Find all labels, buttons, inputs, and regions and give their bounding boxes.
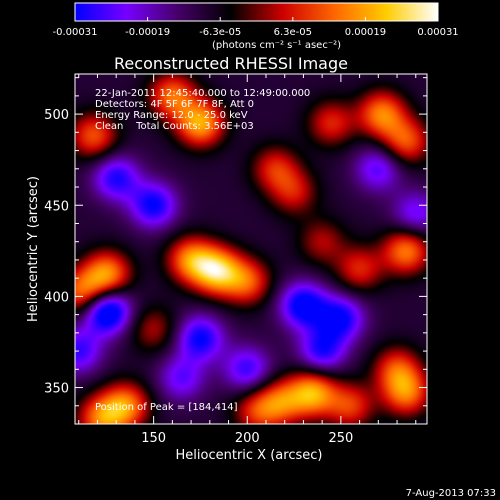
plot-frame bbox=[74, 73, 428, 425]
energy-annotation: Energy Range: 12.0 - 25.0 keV bbox=[95, 110, 248, 121]
time-range-annotation: 22-Jan-2011 12:45:40.000 to 12:49:00.000 bbox=[95, 88, 310, 99]
y-tick-label: 350 bbox=[44, 382, 69, 397]
colorbar-tick-label: -0.00019 bbox=[125, 27, 170, 38]
y-axis: 350 400 450 500 bbox=[44, 77, 427, 407]
colorbar-tick-label: 0.00031 bbox=[417, 27, 458, 38]
colorbar-gradient bbox=[74, 2, 439, 22]
y-tick-label: 450 bbox=[44, 199, 69, 214]
y-tick-label: 400 bbox=[44, 290, 69, 305]
detectors-annotation: Detectors: 4F 5F 6F 7F 8F, Att 0 bbox=[95, 99, 254, 110]
colorbar-tick-label: -0.00031 bbox=[53, 27, 98, 38]
x-tick-label: 250 bbox=[328, 431, 353, 446]
x-axis-label: Heliocentric X (arcsec) bbox=[176, 448, 323, 463]
colorbar-ticks: -0.00031 -0.00019 -6.3e-05 6.3e-05 0.00019 0.… bbox=[53, 17, 459, 38]
heatmap-plot: 22-Jan-2011 12:45:40.000 to 12:49:00.000… bbox=[44, 73, 428, 446]
footer-date: 7-Aug-2013 07:33 bbox=[406, 488, 496, 499]
colorbar-tick-label: 0.00019 bbox=[345, 27, 386, 38]
chart-title: Reconstructed RHESSI Image bbox=[114, 54, 348, 73]
heatmap-image bbox=[75, 74, 427, 424]
y-axis-label: Heliocentric Y (arcsec) bbox=[26, 176, 41, 322]
x-tick-label: 150 bbox=[141, 431, 166, 446]
colorbar-tick-label: 6.3e-05 bbox=[274, 27, 312, 38]
y-tick-label: 500 bbox=[44, 108, 69, 123]
x-axis: 150 200 250 bbox=[78, 74, 417, 446]
peak-position-annotation: Position of Peak = [184,414] bbox=[95, 402, 238, 413]
x-tick-label: 200 bbox=[235, 431, 260, 446]
colorbar-unit-label: (photons cm⁻² s⁻¹ asec⁻²) bbox=[212, 40, 341, 51]
clean-annotation: Clean Total Counts: 3.56E+03 bbox=[95, 121, 254, 132]
colorbar: -0.00031 -0.00019 -6.3e-05 6.3e-05 0.00019 0.… bbox=[53, 2, 459, 51]
colorbar-tick-label: -6.3e-05 bbox=[199, 27, 241, 38]
annotations: 22-Jan-2011 12:45:40.000 to 12:49:00.000… bbox=[95, 88, 310, 413]
